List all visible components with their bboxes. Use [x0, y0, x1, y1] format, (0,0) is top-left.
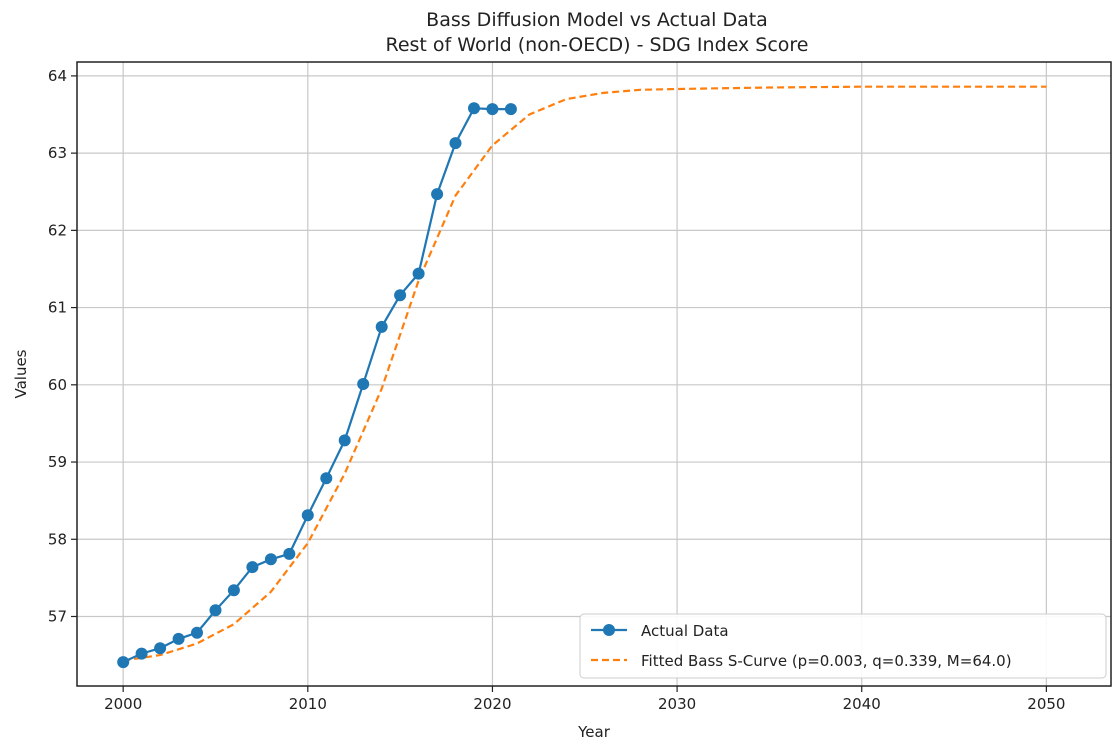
- y-tick-label: 57: [48, 607, 67, 625]
- actual-data-point: [468, 102, 480, 115]
- tick-layer: 2000 2010 2020 2030 2040 2050 57 58 59 60 61 62 63 64: [48, 67, 1066, 713]
- fitted-curve-line: [123, 85, 1047, 662]
- actual-data-line: [122, 107, 511, 664]
- x-tick-label: 2040: [843, 695, 881, 713]
- x-tick-label: 2010: [289, 695, 327, 713]
- actual-data-point: [172, 632, 185, 645]
- x-tick-label: 2020: [473, 695, 511, 713]
- actual-data-point: [338, 434, 351, 447]
- legend-actual-label: Actual Data: [641, 622, 729, 640]
- x-tick-label: 2050: [1027, 695, 1065, 713]
- actual-data-point: [357, 378, 370, 390]
- actual-data-point: [283, 547, 296, 560]
- actual-data-point: [135, 647, 148, 660]
- actual-data-point: [486, 103, 499, 116]
- actual-data-point: [191, 626, 203, 639]
- actual-data-point: [449, 137, 462, 150]
- actual-data-point: [412, 267, 425, 280]
- actual-data-point: [504, 103, 517, 116]
- y-tick-label: 58: [48, 530, 67, 548]
- actual-data-point: [394, 289, 407, 302]
- y-axis-label: Values: [12, 349, 30, 398]
- actual-data-point: [117, 656, 130, 669]
- y-tick-label: 63: [48, 144, 67, 162]
- actual-data-point: [264, 553, 277, 566]
- grid-layer: [77, 62, 1111, 686]
- actual-data-point: [301, 509, 314, 522]
- x-tick-label: 2030: [658, 695, 696, 713]
- series-layer: [117, 85, 1047, 669]
- y-tick-label: 61: [48, 299, 67, 317]
- actual-data-point: [375, 320, 388, 333]
- legend-actual-marker: [603, 624, 615, 636]
- legend-fitted-label: Fitted Bass S-Curve (p=0.003, q=0.339, M…: [641, 652, 1012, 670]
- legend-box: [579, 613, 1107, 679]
- chart-title: Bass Diffusion Model vs Actual Data: [426, 9, 768, 31]
- plot-frame: [76, 61, 1112, 687]
- chart-subtitle: Rest of World (non-OECD) - SDG Index Sco…: [386, 34, 809, 56]
- x-tick-label: 2000: [104, 695, 142, 713]
- x-axis-label: Year: [577, 723, 611, 741]
- y-tick-label: 60: [48, 376, 67, 394]
- actual-data-point: [209, 604, 222, 617]
- actual-data-point: [154, 642, 167, 655]
- y-tick-label: 59: [48, 453, 67, 471]
- legend: Actual Data Fitted Bass S-Curve (p=0.003…: [579, 613, 1107, 679]
- y-tick-label: 62: [48, 221, 67, 239]
- actual-data-point: [227, 584, 240, 597]
- actual-data-point: [431, 188, 444, 201]
- actual-data-point: [320, 472, 333, 485]
- actual-data-point: [246, 561, 259, 574]
- y-tick-label: 64: [48, 67, 67, 85]
